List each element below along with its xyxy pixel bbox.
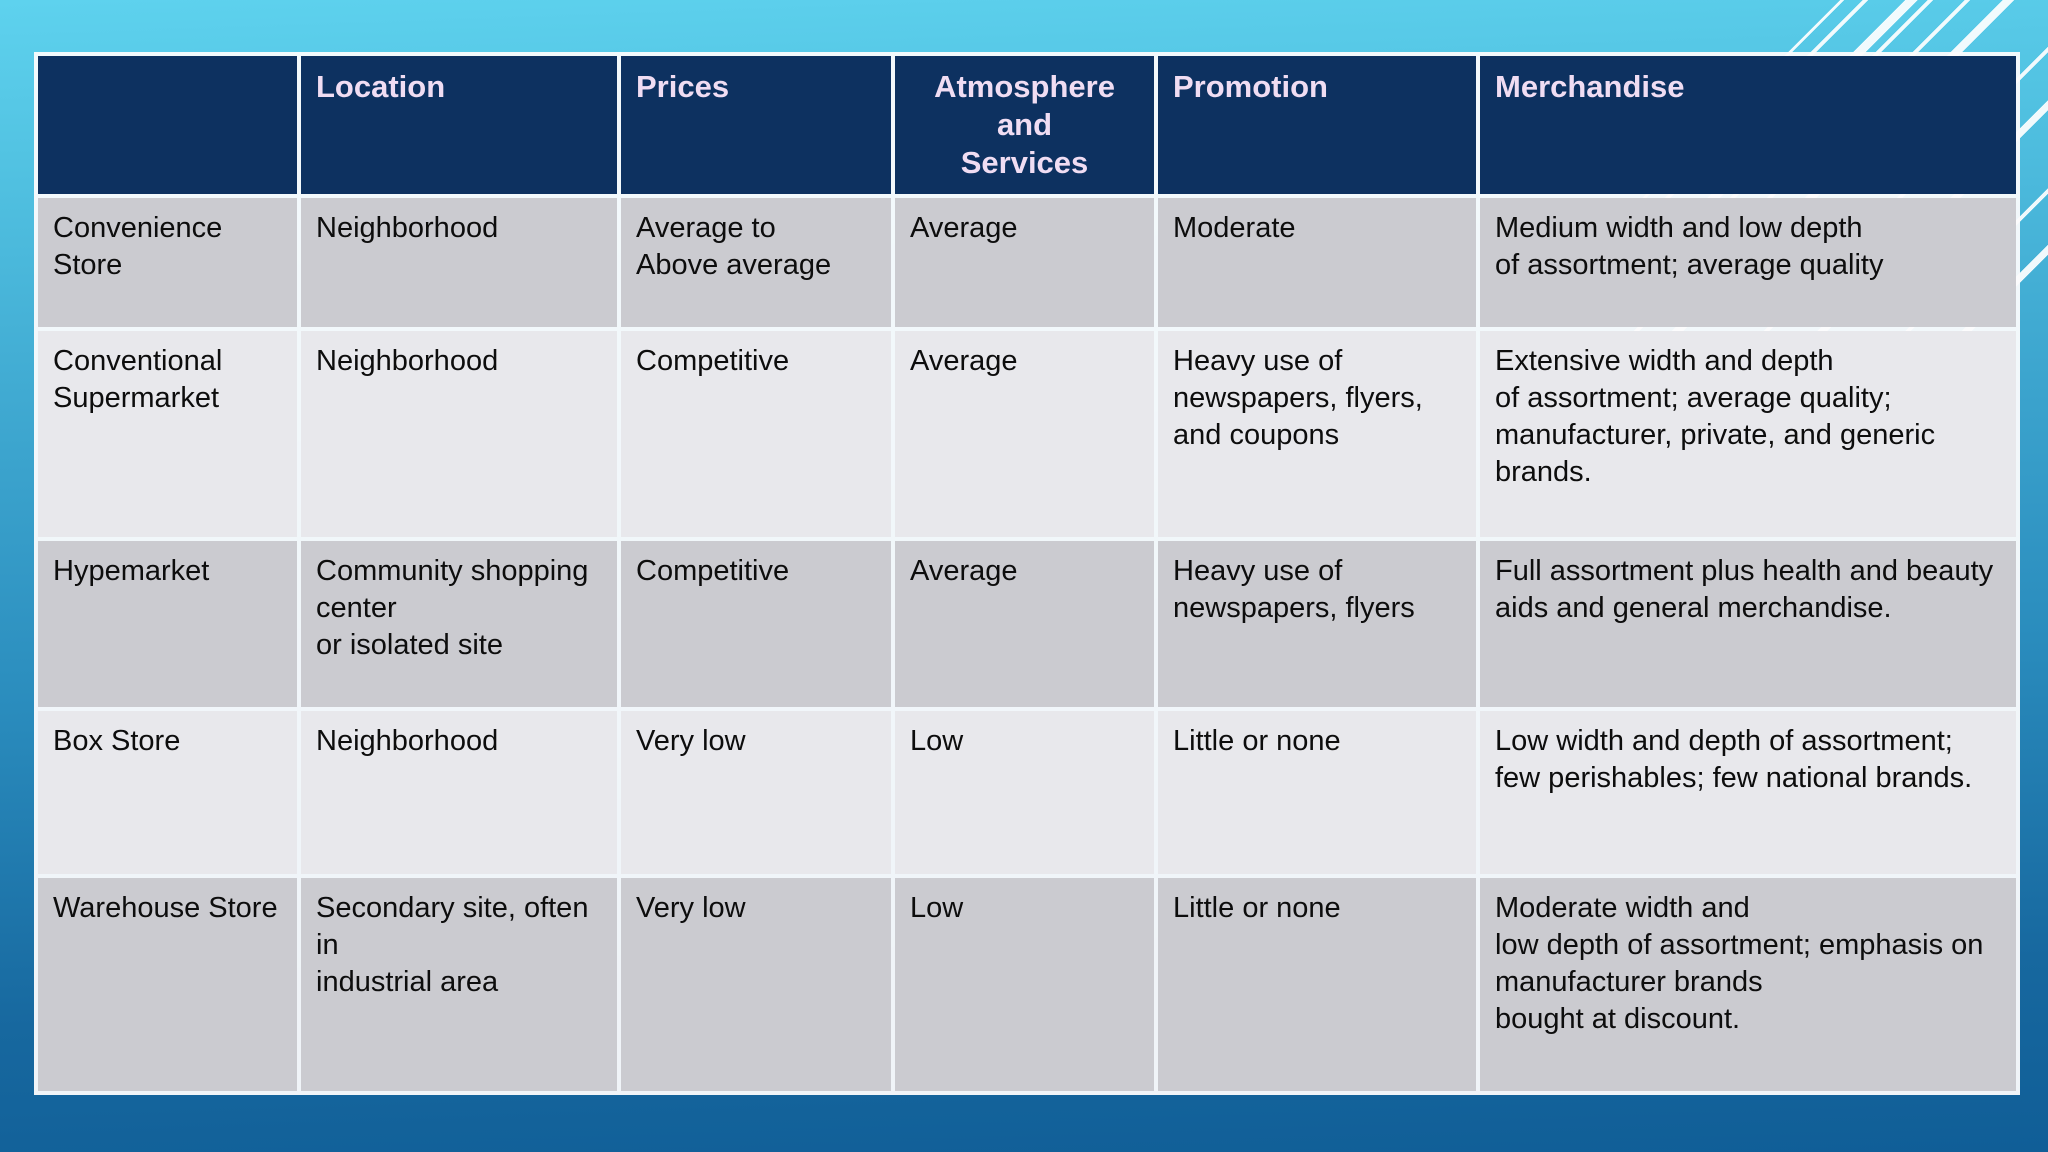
cell-merchandise: Extensive width and depth of assortment;… (1480, 331, 2016, 537)
retail-comparison-table-wrap: Location Prices Atmosphere and Services … (34, 52, 2020, 1095)
cell-prices: Competitive (621, 541, 891, 707)
cell-atmosphere: Average (895, 541, 1154, 707)
cell-location: Secondary site, often in industrial area (301, 878, 617, 1091)
cell-atmosphere: Average (895, 331, 1154, 537)
cell-location: Neighborhood (301, 198, 617, 327)
header-row: Location Prices Atmosphere and Services … (38, 56, 2016, 194)
table-row-conventional-supermarket: Conventional Supermarket Neighborhood Co… (38, 331, 2016, 537)
cell-location: Neighborhood (301, 711, 617, 874)
cell-prices: Average to Above average (621, 198, 891, 327)
cell-prices: Competitive (621, 331, 891, 537)
cell-store-type: Convenience Store (38, 198, 297, 327)
cell-promotion: Little or none (1158, 711, 1476, 874)
cell-promotion: Heavy use of newspapers, flyers, and cou… (1158, 331, 1476, 537)
cell-store-type: Conventional Supermarket (38, 331, 297, 537)
header-cell-atmosphere-services: Atmosphere and Services (895, 56, 1154, 194)
cell-prices: Very low (621, 711, 891, 874)
cell-merchandise: Medium width and low depth of assortment… (1480, 198, 2016, 327)
cell-merchandise: Moderate width and low depth of assortme… (1480, 878, 2016, 1091)
cell-merchandise: Full assortment plus health and beauty a… (1480, 541, 2016, 707)
cell-prices: Very low (621, 878, 891, 1091)
header-cell-store-type (38, 56, 297, 194)
header-cell-prices: Prices (621, 56, 891, 194)
cell-location: Neighborhood (301, 331, 617, 537)
table-row-warehouse-store: Warehouse Store Secondary site, often in… (38, 878, 2016, 1091)
header-cell-promotion: Promotion (1158, 56, 1476, 194)
cell-store-type: Hypemarket (38, 541, 297, 707)
cell-promotion: Little or none (1158, 878, 1476, 1091)
cell-location: Community shopping center or isolated si… (301, 541, 617, 707)
cell-atmosphere: Low (895, 878, 1154, 1091)
header-cell-merchandise: Merchandise (1480, 56, 2016, 194)
cell-store-type: Box Store (38, 711, 297, 874)
table-row-convenience-store: Convenience Store Neighborhood Average t… (38, 198, 2016, 327)
cell-promotion: Heavy use of newspapers, flyers (1158, 541, 1476, 707)
cell-atmosphere: Low (895, 711, 1154, 874)
retail-comparison-table: Location Prices Atmosphere and Services … (34, 52, 2020, 1095)
table-row-box-store: Box Store Neighborhood Very low Low Litt… (38, 711, 2016, 874)
cell-atmosphere: Average (895, 198, 1154, 327)
header-cell-location: Location (301, 56, 617, 194)
cell-merchandise: Low width and depth of assortment; few p… (1480, 711, 2016, 874)
cell-store-type: Warehouse Store (38, 878, 297, 1091)
cell-promotion: Moderate (1158, 198, 1476, 327)
table-row-hypemarket: Hypemarket Community shopping center or … (38, 541, 2016, 707)
